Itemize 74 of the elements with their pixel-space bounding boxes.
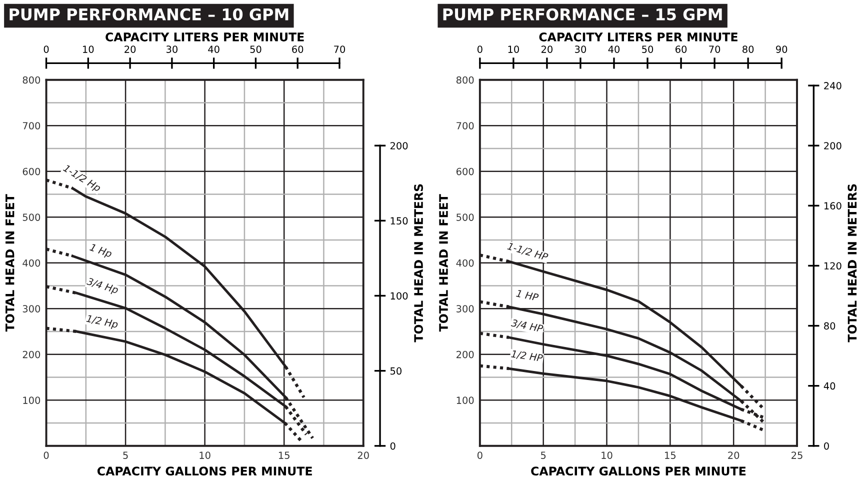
text: 1 Hp bbox=[88, 243, 112, 260]
y2-tick-label: 150 bbox=[390, 217, 408, 225]
x-axis-title: CAPACITY GALLONS PER MINUTE bbox=[97, 466, 312, 476]
y2-tick-label: 40 bbox=[824, 382, 836, 390]
chart-title: PUMP PERFORMANCE – 15 GPM bbox=[443, 8, 722, 20]
x2-tick-label: 80 bbox=[742, 46, 754, 53]
y-tick-label: 400 bbox=[456, 259, 474, 267]
y-tick-label: 800 bbox=[22, 76, 40, 84]
x2-tick-label: 50 bbox=[642, 46, 654, 53]
x-tick-label: 5 bbox=[123, 452, 128, 459]
y-tick-label: 200 bbox=[456, 350, 474, 358]
y-tick-label: 700 bbox=[456, 122, 474, 130]
x-tick-label: 25 bbox=[792, 452, 802, 459]
x-tick-label: 20 bbox=[358, 452, 369, 459]
x2-axis-title: CAPACITY LITERS PER MINUTE bbox=[106, 32, 304, 42]
x2-tick-label: 40 bbox=[208, 46, 220, 53]
text: 3/4 HP bbox=[510, 318, 544, 334]
x-axis-title: CAPACITY GALLONS PER MINUTE bbox=[531, 466, 746, 476]
x-tick-label: 15 bbox=[665, 452, 676, 459]
y2-tick-label: 80 bbox=[824, 322, 836, 330]
x2-tick-label: 0 bbox=[44, 46, 49, 53]
x2-tick-label: 70 bbox=[709, 46, 720, 53]
x-tick-label: 20 bbox=[728, 452, 740, 459]
y-tick-label: 400 bbox=[22, 259, 40, 267]
x2-axis-title: CAPACITY LITERS PER MINUTE bbox=[539, 32, 738, 42]
x2-tick-label: 30 bbox=[575, 46, 586, 53]
y-tick-label: 700 bbox=[22, 122, 40, 130]
y-tick-label: 300 bbox=[456, 305, 474, 312]
y-tick-label: 300 bbox=[22, 305, 40, 312]
x2-tick-label: 20 bbox=[541, 46, 552, 53]
x-tick-label: 0 bbox=[477, 452, 482, 459]
x-tick-label: 5 bbox=[540, 452, 546, 459]
y-tick-label: 200 bbox=[22, 350, 40, 358]
x-tick-label: 15 bbox=[278, 452, 290, 459]
x-tick-label: 10 bbox=[200, 452, 210, 459]
y2-axis-title: TOTAL HEAD IN METERS bbox=[414, 184, 424, 342]
y2-tick-label: 0 bbox=[824, 442, 829, 450]
x2-tick-label: 60 bbox=[292, 46, 304, 53]
text: 1/2 Hp bbox=[86, 314, 118, 330]
x2-tick-label: 60 bbox=[676, 46, 687, 53]
x2-tick-label: 50 bbox=[250, 46, 262, 53]
y-tick-label: 500 bbox=[22, 214, 40, 221]
y2-tick-label: 0 bbox=[390, 442, 396, 450]
text: 1-1/2 HP bbox=[506, 242, 549, 262]
y2-tick-label: 120 bbox=[824, 262, 842, 270]
x2-tick-label: 30 bbox=[166, 46, 178, 53]
y-tick-label: 800 bbox=[456, 76, 474, 84]
x-tick-label: 10 bbox=[602, 452, 612, 459]
chart-title: PUMP PERFORMANCE – 10 GPM bbox=[10, 8, 288, 20]
y-axis-title: TOTAL HEAD IN FEET bbox=[439, 194, 448, 332]
y2-axis-title: TOTAL HEAD IN METERS bbox=[848, 184, 857, 342]
text: 1/2 HP bbox=[510, 350, 544, 363]
x2-tick-label: 40 bbox=[608, 46, 620, 53]
y-tick-label: 600 bbox=[456, 168, 474, 176]
text: 3/4 Hp bbox=[86, 277, 119, 296]
x2-tick-label: 90 bbox=[776, 46, 788, 53]
y-tick-label: 100 bbox=[23, 396, 40, 404]
text: 1 HP bbox=[516, 290, 539, 302]
y-tick-label: 600 bbox=[22, 168, 40, 176]
x2-tick-label: 0 bbox=[477, 46, 482, 53]
y2-tick-label: 50 bbox=[390, 367, 402, 375]
x2-tick-label: 20 bbox=[124, 46, 136, 53]
x-tick-label: 0 bbox=[44, 452, 49, 459]
y2-tick-label: 100 bbox=[390, 292, 408, 300]
y-axis-title: TOTAL HEAD IN FEET bbox=[5, 194, 14, 332]
y-tick-label: 100 bbox=[456, 396, 474, 404]
x2-tick-label: 10 bbox=[83, 46, 94, 53]
y2-tick-label: 160 bbox=[824, 202, 842, 210]
x2-tick-label: 10 bbox=[508, 46, 519, 53]
y-tick-label: 500 bbox=[456, 214, 474, 221]
y2-tick-label: 240 bbox=[824, 82, 842, 90]
y2-tick-label: 200 bbox=[390, 142, 408, 150]
x2-tick-label: 70 bbox=[334, 46, 346, 53]
y2-tick-label: 200 bbox=[824, 142, 842, 150]
